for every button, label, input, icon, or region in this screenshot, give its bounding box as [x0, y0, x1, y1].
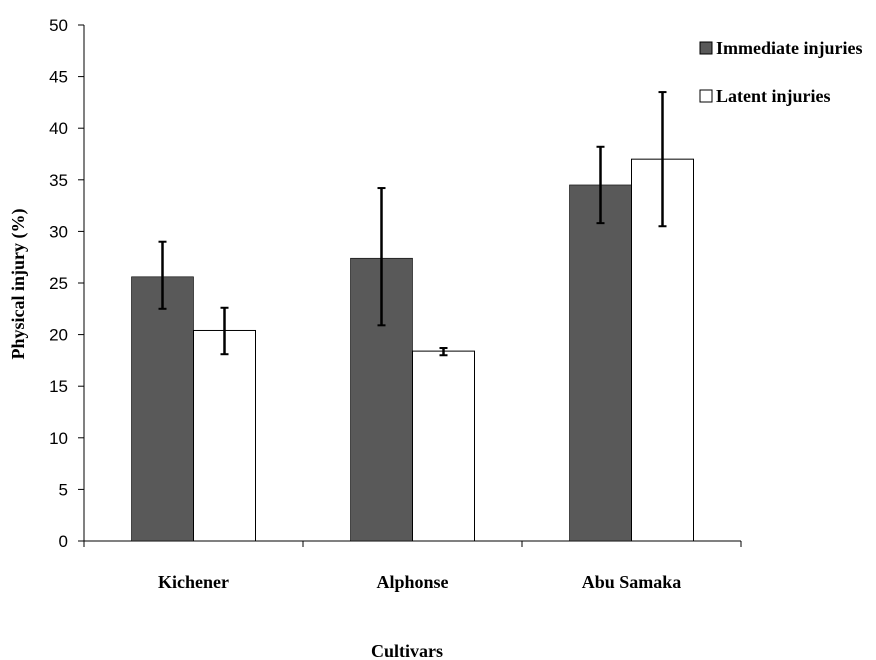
x-axis-title: Cultivars: [371, 641, 443, 660]
y-tick-label: 40: [49, 119, 68, 138]
y-tick-label: 30: [49, 222, 68, 241]
bars: [131, 158, 694, 542]
y-axis-title: Physical injury (%): [8, 208, 29, 359]
legend-label-immediate: Immediate injuries: [716, 38, 862, 58]
x-category-label: Alphonse: [376, 572, 448, 592]
y-tick-label: 10: [49, 429, 68, 448]
bar-immediate-2: [569, 184, 632, 542]
bar-immediate-0: [131, 276, 194, 542]
error-bars: [158, 91, 667, 357]
y-tick-label: 15: [49, 377, 68, 396]
x-category-label: Abu Samaka: [582, 572, 682, 592]
bar-latent-0: [193, 329, 256, 542]
legend: Immediate injuries Latent injuries: [699, 38, 862, 106]
legend-label-latent: Latent injuries: [716, 86, 831, 106]
x-category-labels: Kichener Alphonse Abu Samaka: [158, 572, 681, 592]
bar-latent-1: [412, 350, 475, 542]
y-tick-label: 50: [49, 16, 68, 35]
y-tick-label: 20: [49, 326, 68, 345]
y-tick-label: 0: [59, 532, 68, 551]
y-tick-label: 35: [49, 171, 68, 190]
legend-swatch-latent: [699, 89, 713, 103]
y-tick-label: 45: [49, 68, 68, 87]
legend-swatch-immediate: [699, 41, 713, 55]
x-category-label: Kichener: [158, 572, 229, 592]
y-tick-labels: 0 5 10 15 20 25 30 35 40 45 50: [49, 16, 68, 551]
y-tick-label: 25: [49, 274, 68, 293]
y-tick-label: 5: [59, 480, 68, 499]
